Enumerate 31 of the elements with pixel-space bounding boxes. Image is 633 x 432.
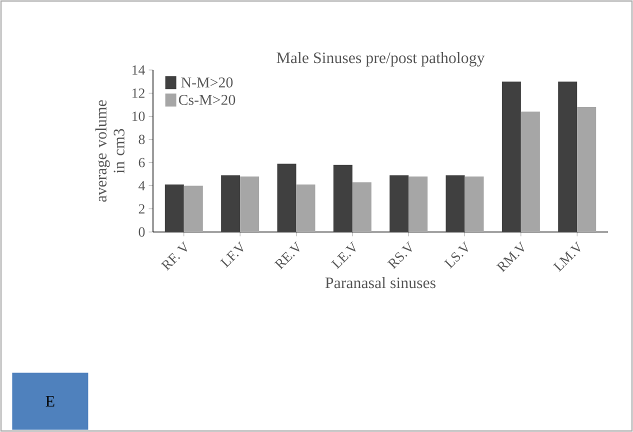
- y-tick-label: 2: [138, 204, 144, 214]
- chart-title: Male Sinuses pre/post pathology: [276, 52, 485, 66]
- text: E: [46, 396, 54, 407]
- y-tick-label: 12: [132, 88, 144, 98]
- bar: [408, 176, 428, 232]
- bar: [390, 175, 409, 232]
- bar: [333, 164, 352, 232]
- y-tick-label: 6: [138, 158, 145, 168]
- y-tick-label: 0: [138, 227, 145, 237]
- bar: [277, 164, 296, 232]
- y-axis-title: average volume in cm3: [95, 100, 124, 202]
- x-axis-title: Paranasal sinuses: [325, 276, 436, 288]
- legend-label: N-M>20: [181, 77, 233, 88]
- bar: [184, 186, 203, 232]
- x-tick-label: RF. V: [160, 241, 188, 271]
- bar: [164, 184, 184, 232]
- bar: [446, 175, 465, 232]
- y-tick-label: 14: [132, 65, 146, 75]
- bar: [352, 182, 372, 232]
- bar: [520, 112, 540, 232]
- y-tick-label: 4: [138, 181, 146, 190]
- bar: [464, 176, 484, 232]
- y-tick-label: 10: [132, 112, 145, 121]
- bar: [577, 107, 596, 232]
- bar: [296, 184, 316, 232]
- bar: [558, 82, 578, 232]
- legend-label: Cs-M>20: [178, 94, 236, 105]
- bar: [240, 176, 260, 232]
- bar: [502, 82, 521, 232]
- y-tick-label: 8: [138, 134, 145, 144]
- bar: [221, 175, 240, 232]
